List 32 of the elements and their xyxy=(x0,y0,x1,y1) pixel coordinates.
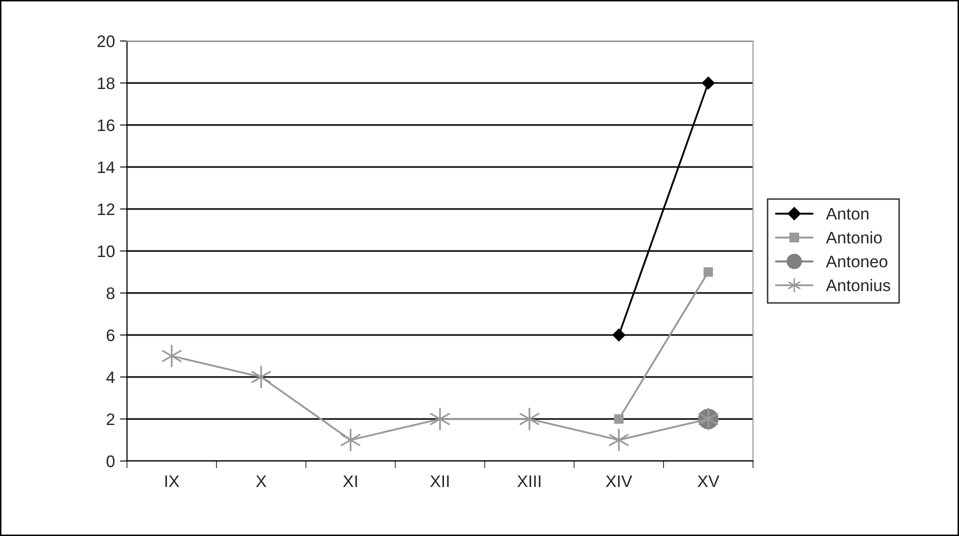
x-tick-label: XIII xyxy=(517,476,540,487)
x-tick-label: IX xyxy=(165,476,180,487)
point xyxy=(250,365,272,389)
y-tick-label: 20 xyxy=(97,35,115,48)
point xyxy=(614,414,624,424)
y-tick-label: 16 xyxy=(98,119,114,132)
x-tick-label: XIV xyxy=(606,476,632,487)
x-tick-label: XV xyxy=(698,476,720,487)
point xyxy=(161,344,182,368)
y-tick-label: 2 xyxy=(106,413,114,426)
x-tick-label: XII xyxy=(430,476,449,487)
point xyxy=(430,407,450,431)
y-tick-label: 14 xyxy=(98,162,115,174)
y-tick-label: 4 xyxy=(106,372,115,384)
point xyxy=(340,428,362,452)
y-tick-label: 10 xyxy=(98,245,115,258)
legend-label: Anton xyxy=(826,208,868,220)
legend-label: Antoneo xyxy=(826,256,888,268)
x-tick-label: XI xyxy=(343,476,357,487)
legend-label: Antonio xyxy=(826,231,882,244)
x-tick-label: X xyxy=(256,476,266,487)
point xyxy=(612,328,626,342)
point xyxy=(518,407,540,431)
point xyxy=(702,76,715,90)
legend-label: Antonius xyxy=(826,279,890,292)
point xyxy=(704,267,714,277)
y-tick-label: 18 xyxy=(98,77,114,90)
y-tick-label: 6 xyxy=(106,329,114,342)
y-tick-label: 8 xyxy=(106,287,114,300)
y-tick-label: 0 xyxy=(106,455,115,468)
point xyxy=(608,428,630,452)
y-tick-label: 12 xyxy=(98,203,114,216)
